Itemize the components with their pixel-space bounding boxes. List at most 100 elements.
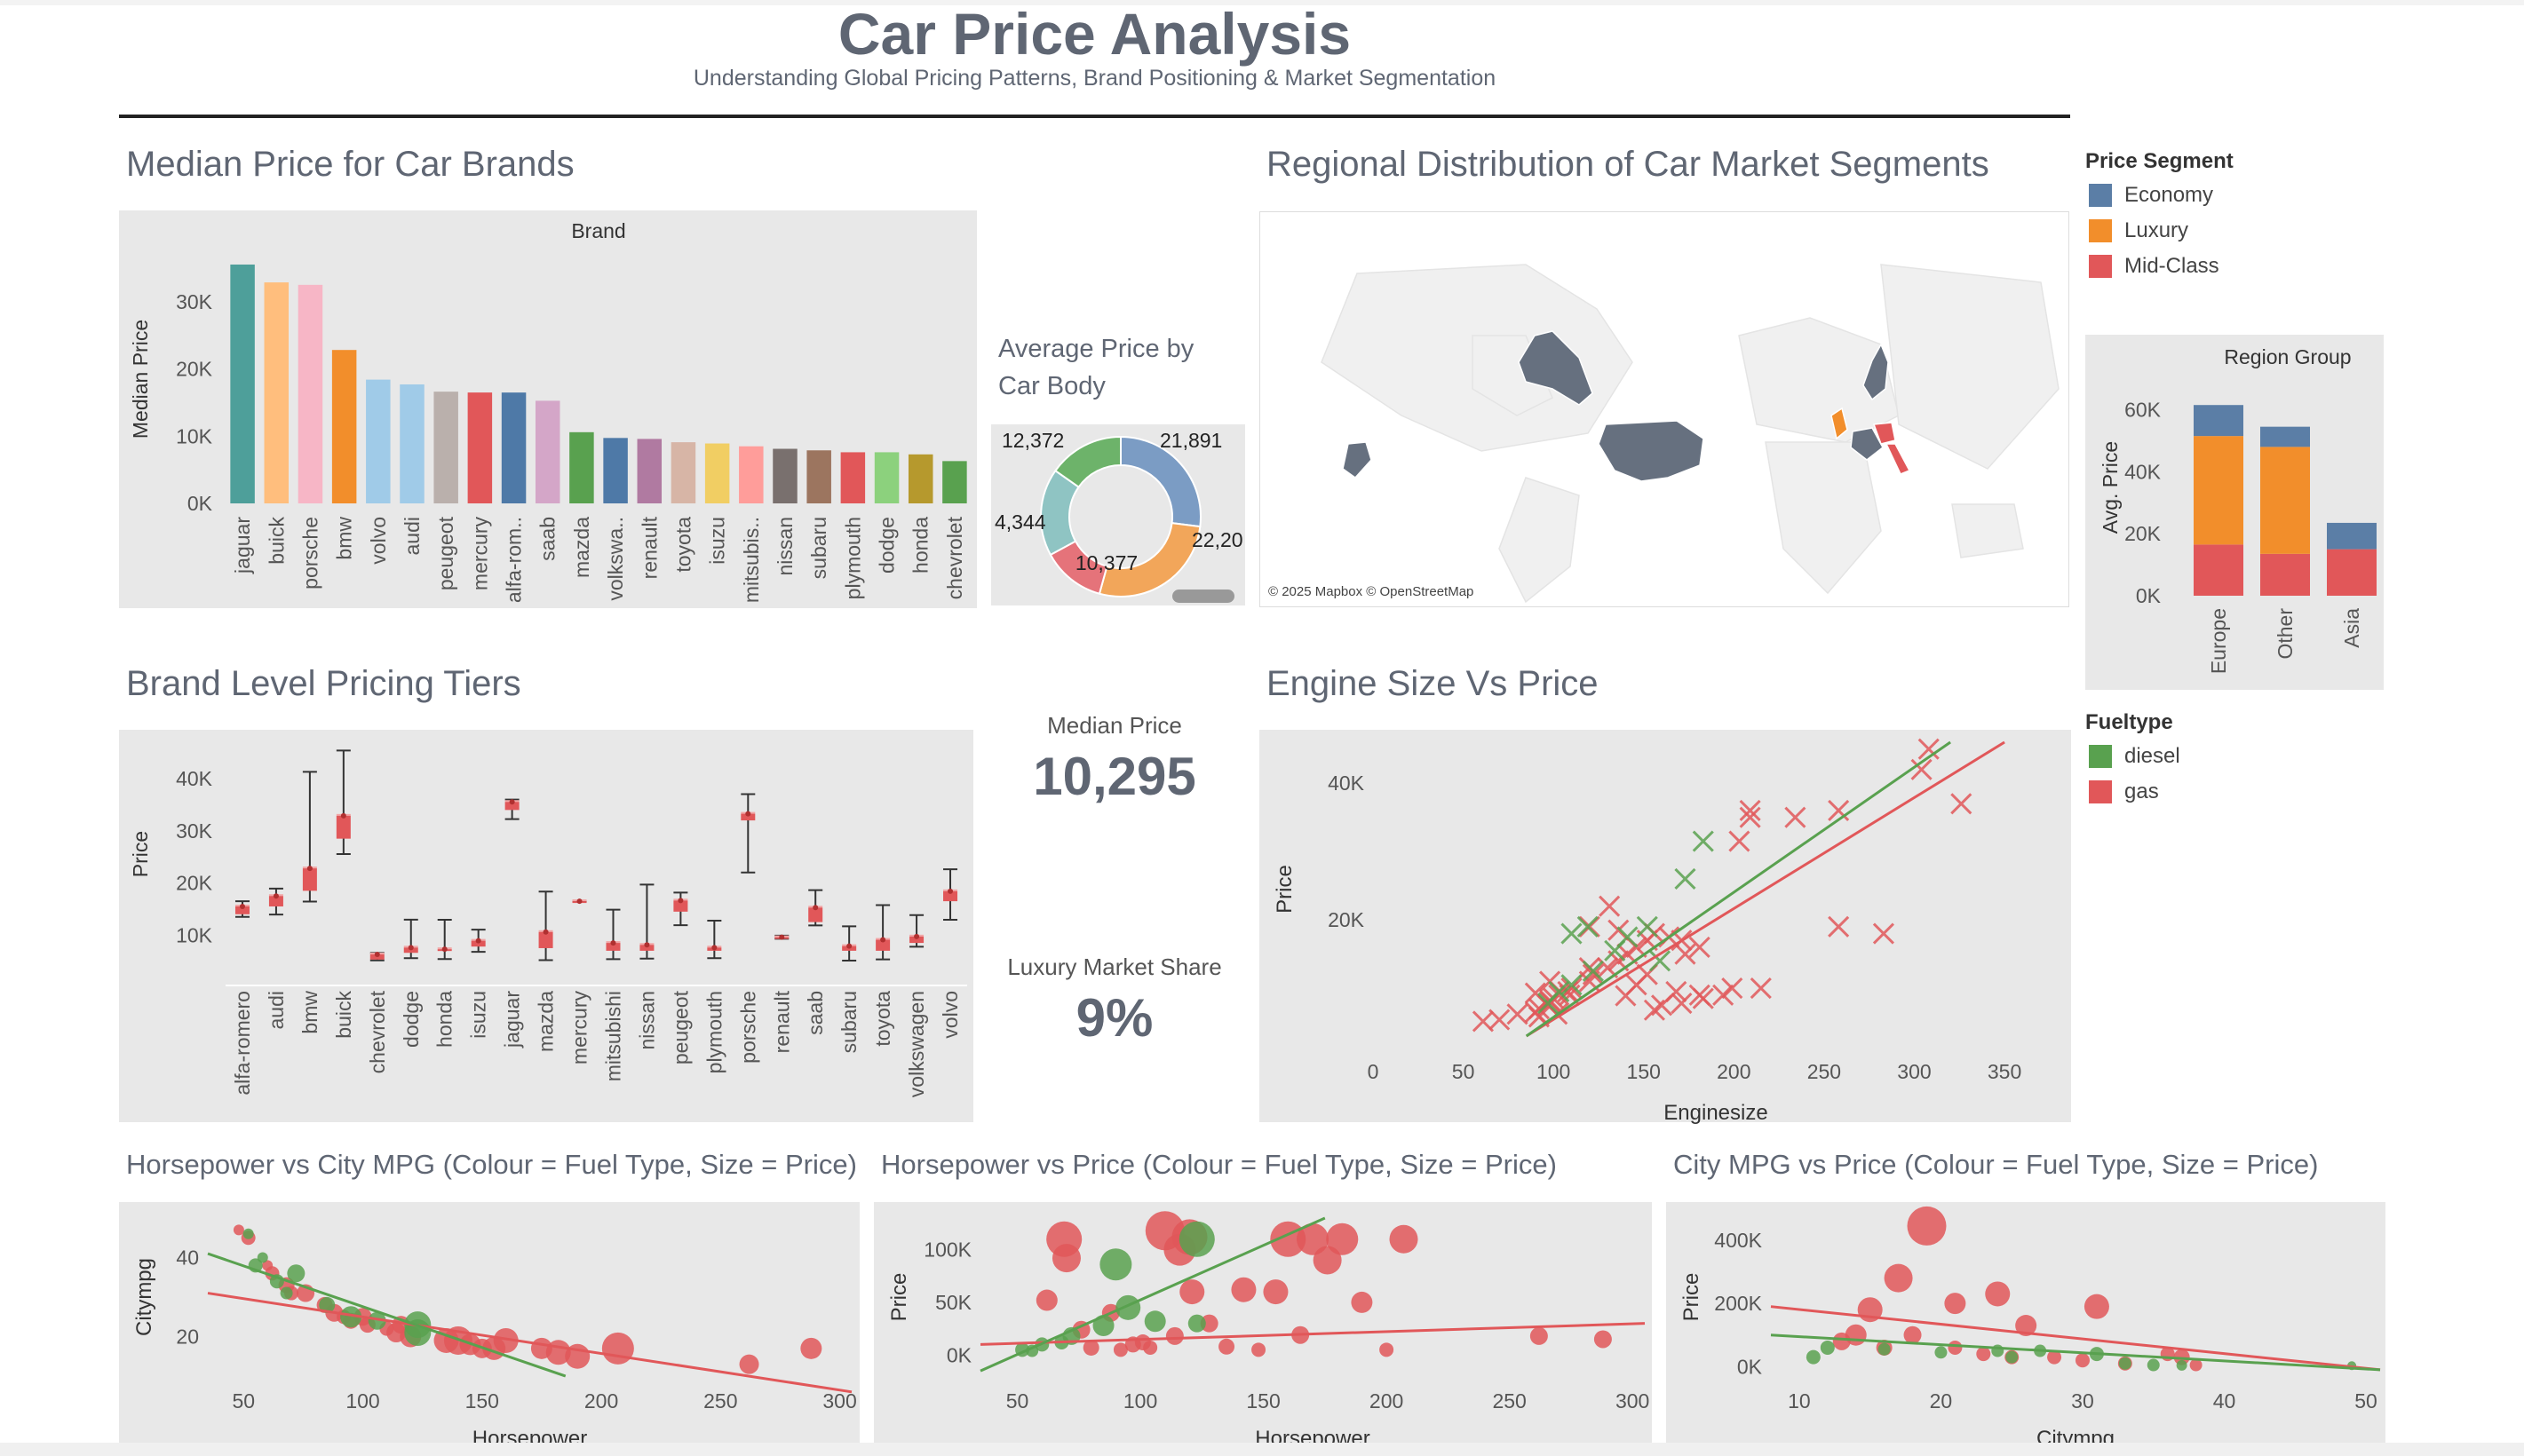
x-tick-label: honda (909, 517, 933, 574)
x-tick-label: chevrolet (943, 516, 966, 599)
point-gas (1985, 1281, 2011, 1307)
point-gas (1083, 1339, 1099, 1356)
y-tick-label: 20K (1328, 908, 1365, 931)
x-tick-label: 200 (1369, 1389, 1403, 1412)
legend-gas[interactable]: gas (2089, 774, 2180, 810)
x-tick-label: 250 (703, 1389, 737, 1412)
bar-other-economy (2260, 426, 2310, 447)
median-dot (610, 940, 616, 946)
y-tick-label: 20K (176, 872, 213, 895)
point-diesel (1674, 867, 1696, 890)
luxury-share-label: Luxury Market Share (1007, 954, 1222, 980)
point-gas (1179, 1279, 1205, 1305)
x-tick-label: 100 (1536, 1060, 1570, 1083)
point-diesel (242, 1228, 254, 1239)
point-gas (1828, 915, 1850, 938)
y-tick-label: 20K (2124, 522, 2162, 545)
point-diesel (1582, 960, 1604, 982)
x-tick-label: alfa-rom.. (503, 517, 526, 603)
donut-label: 12,372 (1002, 429, 1064, 452)
x-tick-label: 200 (1717, 1060, 1750, 1083)
hp-mpg-panel (119, 1202, 860, 1447)
trend-gas (207, 1292, 853, 1394)
x-tick-label: mitsubis.. (740, 517, 763, 603)
point-diesel (1616, 926, 1639, 948)
hp-price-title: Horsepower vs Price (Colour = Fuel Type,… (881, 1149, 1557, 1180)
bar-toyota (671, 442, 696, 503)
median-dot (374, 952, 380, 958)
trend-diesel (207, 1252, 567, 1378)
point-gas (1665, 980, 1687, 1003)
x-tick-label: buick (332, 991, 355, 1039)
y-axis-label: Avg. Price (2099, 441, 2122, 534)
luxury-share-value: 9% (1075, 988, 1154, 1048)
page-title: Car Price Analysis (837, 1, 1352, 67)
point-gas (1688, 984, 1710, 1006)
bar-bmw (331, 350, 357, 503)
box-lower (606, 943, 621, 951)
x-tick-label: 350 (1988, 1060, 2021, 1083)
x-tick-label: mitsubishi (601, 991, 624, 1081)
box-lower (639, 945, 655, 951)
point-gas (1739, 799, 1761, 822)
point-gas (1143, 1340, 1158, 1355)
x-tick-label: saab (536, 517, 560, 561)
world-map[interactable] (1259, 211, 2068, 605)
trend-gas (980, 1322, 1646, 1346)
point-diesel (368, 1311, 386, 1330)
engine-chart: 0 50 100 150 200 250 300 350 20K 40K Enginesize Pri… (1273, 738, 2021, 1125)
alaska (1518, 330, 1593, 406)
point-gas (1944, 1293, 1966, 1315)
x-tick-label: 300 (822, 1389, 856, 1412)
legend-economy[interactable]: Economy (2089, 178, 2219, 213)
south-america-land (1498, 477, 1580, 604)
point-gas (493, 1327, 519, 1353)
x-tick-label: 100 (345, 1389, 379, 1412)
x-tick-label: volvo (939, 991, 962, 1039)
fuel-legend-title: Fueltype (2085, 710, 2173, 734)
legend-diesel-label: diesel (2124, 744, 2180, 768)
x-tick-label: volvo (367, 517, 390, 565)
bar-porsche (298, 284, 323, 503)
legend-midclass[interactable]: Mid-Class (2089, 249, 2219, 284)
point-gas (1625, 974, 1647, 996)
legend-diesel[interactable]: diesel (2089, 739, 2180, 774)
median-dot (306, 866, 313, 872)
asia-land (1880, 264, 2060, 470)
point-gas (601, 1332, 634, 1365)
bar-nissan (773, 448, 798, 503)
point-gas (1643, 999, 1665, 1021)
x-tick-label: 200 (584, 1389, 618, 1412)
point-diesel (1692, 830, 1714, 852)
donut-scrollbar[interactable] (1172, 590, 1234, 603)
legend-luxury[interactable]: Luxury (2089, 213, 2219, 249)
diesel-swatch (2089, 745, 2112, 768)
y-tick-label: 0K (947, 1343, 972, 1366)
box-lower (268, 896, 283, 906)
x-tick-label: 100 (1123, 1389, 1157, 1412)
hp-price-panel (874, 1202, 1652, 1447)
x-axis-label: Enginesize (1663, 1101, 1767, 1125)
y-tick-label: 0K (1737, 1355, 1763, 1378)
point-gas (1976, 1347, 1991, 1362)
japan (1342, 441, 1372, 479)
median-dot (576, 898, 583, 905)
engine-title: Engine Size Vs Price (1266, 664, 1599, 703)
scandinavia (1862, 343, 1889, 401)
bar-volkswa (603, 438, 628, 503)
point-gas (1917, 738, 1940, 760)
x-tick-label: dodge (400, 991, 423, 1048)
point-gas (1326, 1223, 1359, 1255)
bar-honda (908, 454, 933, 503)
box-lower (673, 900, 688, 912)
point-gas (1674, 943, 1696, 965)
engine-panel (1259, 730, 2071, 1122)
median-brand-title: Median Price for Car Brands (126, 145, 575, 184)
point-gas (1884, 1263, 1913, 1293)
gas-swatch (2089, 780, 2112, 803)
box-lower (943, 890, 958, 902)
header-divider (119, 115, 2070, 118)
y-axis-label: Citympg (132, 1258, 156, 1336)
point-gas (1739, 806, 1761, 828)
